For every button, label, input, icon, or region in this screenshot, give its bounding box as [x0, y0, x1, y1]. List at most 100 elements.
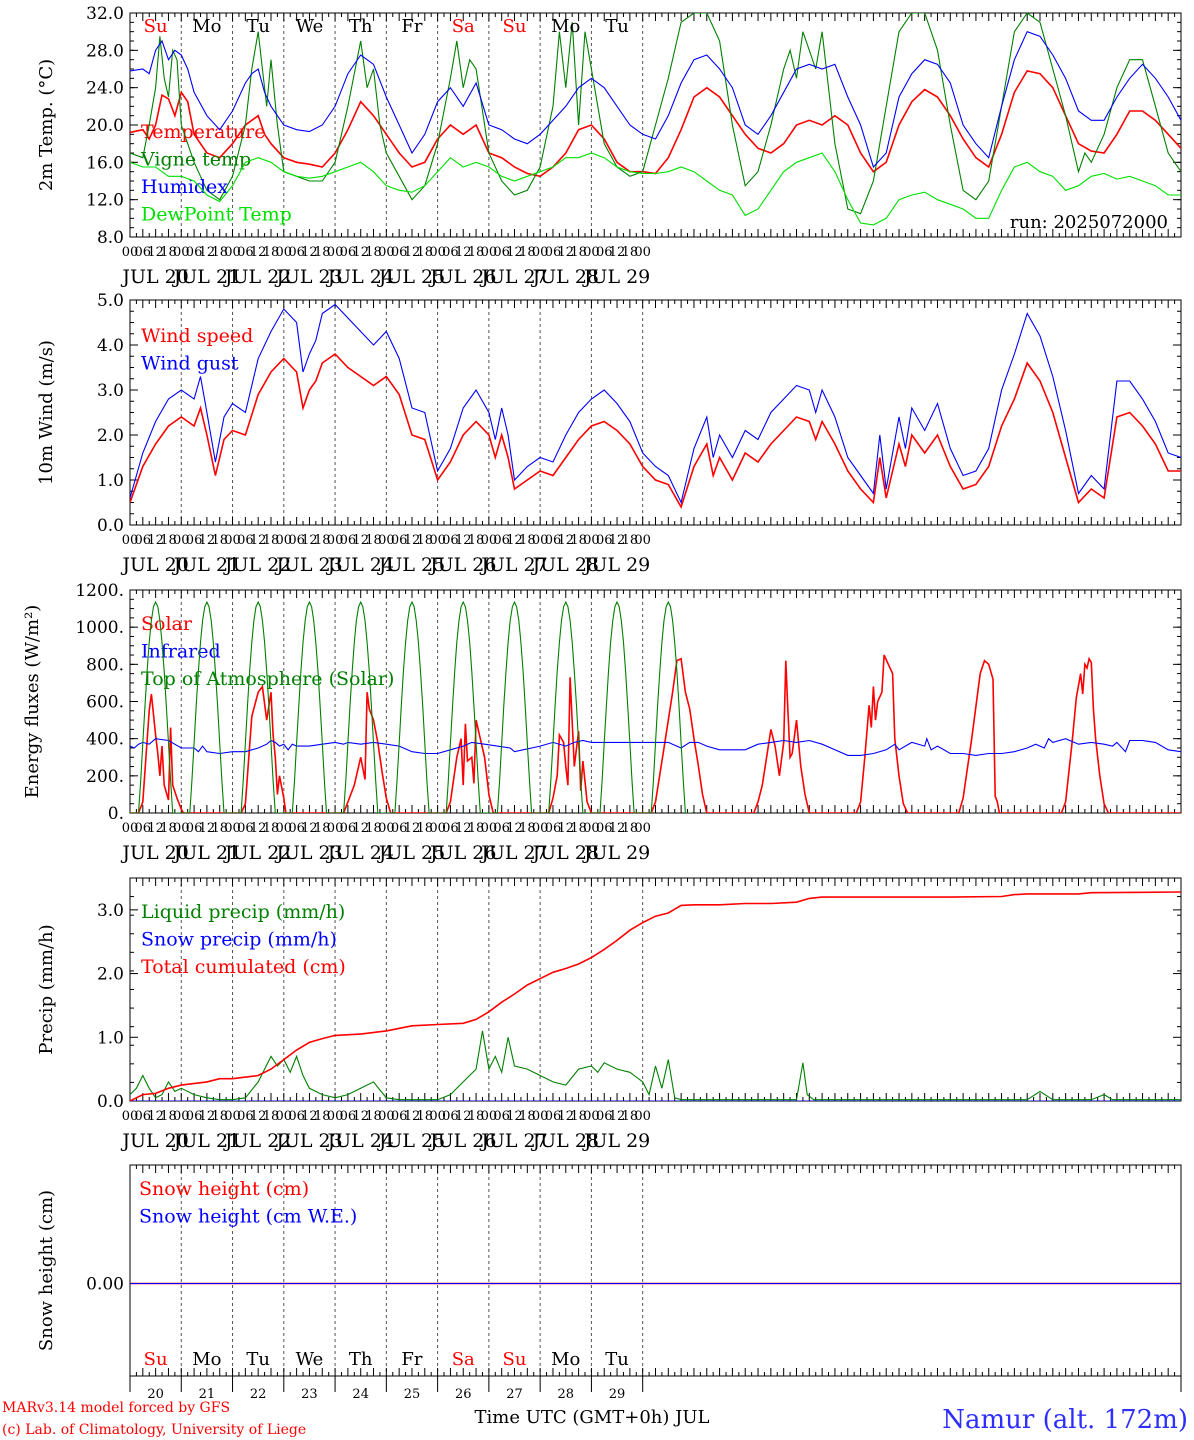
day-number: 22	[250, 1387, 267, 1402]
hour-tick-label: 12	[147, 245, 164, 260]
y-tick-label: 3.0	[97, 901, 124, 921]
hour-tick-label: 18	[314, 245, 331, 260]
hour-tick-label: 12	[404, 245, 421, 260]
hour-tick-label: 12	[506, 821, 523, 836]
hour-tick-label: 12	[301, 533, 318, 548]
hour-tick-label: 00	[122, 533, 139, 548]
run-label: run: 2025072000	[1010, 212, 1168, 233]
hour-tick-label: 12	[199, 1109, 216, 1124]
hour-tick-label: 00	[276, 245, 293, 260]
hour-tick-label: 00	[378, 1109, 395, 1124]
hour-tick-label: 06	[340, 533, 357, 548]
hour-tick-label: 18	[314, 533, 331, 548]
weekday-label: Su	[144, 1349, 168, 1370]
hour-tick-label: 00	[634, 245, 651, 260]
y-tick-label: 0.	[108, 804, 124, 824]
date-label: JUL 25	[377, 266, 445, 288]
panel-3: 0. 200. 400. 600. 800. 1000. 1200. Energy fluxe…	[22, 581, 1182, 864]
date-label: JUL 21	[172, 1130, 240, 1152]
hour-tick-label: 06	[493, 821, 510, 836]
hour-tick-label: 00	[583, 245, 600, 260]
hour-tick-label: 12	[147, 821, 164, 836]
date-label: JUL 20	[120, 266, 188, 288]
hour-tick-label: 12	[506, 245, 523, 260]
hour-tick-label: 18	[417, 1109, 434, 1124]
weekday-label: Mo	[192, 16, 221, 37]
hour-tick-label: 06	[545, 821, 562, 836]
hour-tick-label: 00	[429, 245, 446, 260]
hour-tick-label: 18	[570, 1109, 587, 1124]
hour-tick-label: 18	[570, 245, 587, 260]
hour-tick-label: 12	[250, 245, 267, 260]
hour-tick-label: 06	[186, 821, 203, 836]
hour-tick-label: 06	[391, 1109, 408, 1124]
hour-tick-label: 12	[301, 245, 318, 260]
hour-tick-label: 00	[481, 245, 498, 260]
date-label: JUL 21	[172, 554, 240, 576]
y-tick-label: 32.0	[86, 4, 124, 24]
date-label: JUL 24	[325, 554, 393, 576]
y-tick-label: 400.	[86, 730, 124, 750]
hour-tick-label: 00	[122, 245, 139, 260]
series-liquid-precip-mm-h-	[130, 1030, 1181, 1101]
hour-tick-label: 06	[442, 533, 459, 548]
legend-entry: Snow height (cm)	[139, 1178, 309, 1200]
hour-tick-label: 00	[532, 821, 549, 836]
hour-tick-label: 18	[365, 821, 382, 836]
hour-tick-label: 18	[365, 245, 382, 260]
hour-tick-label: 12	[301, 1109, 318, 1124]
series-vigne-temp	[130, 13, 1181, 215]
hour-tick-label: 18	[468, 533, 485, 548]
legend-entry: Temperature	[141, 121, 265, 143]
hour-tick-label: 12	[609, 533, 626, 548]
hour-tick-label: 12	[352, 533, 369, 548]
hour-tick-label: 12	[455, 1109, 472, 1124]
hour-tick-label: 12	[352, 821, 369, 836]
hour-tick-label: 06	[186, 245, 203, 260]
hour-tick-label: 12	[147, 533, 164, 548]
hour-tick-label: 12	[558, 821, 575, 836]
hour-tick-label: 06	[288, 533, 305, 548]
hour-tick-label: 12	[455, 821, 472, 836]
hour-tick-label: 18	[211, 1109, 228, 1124]
legend-entry: Snow precip (mm/h)	[141, 929, 337, 951]
date-label: JUL 25	[377, 554, 445, 576]
hour-tick-label: 18	[314, 1109, 331, 1124]
hour-tick-label: 06	[186, 533, 203, 548]
hour-tick-label: 18	[468, 821, 485, 836]
y-axis-title: Snow height (cm)	[36, 1190, 57, 1351]
weekday-label: Sa	[452, 16, 475, 37]
hour-tick-label: 12	[404, 533, 421, 548]
legend-entry: Snow height (cm W.E.)	[139, 1206, 357, 1228]
date-label: JUL 22	[223, 1130, 291, 1152]
date-label: JUL 21	[172, 842, 240, 864]
hour-tick-label: 12	[455, 245, 472, 260]
legend-entry: Wind gust	[141, 353, 239, 375]
hour-tick-label: 00	[122, 1109, 139, 1124]
y-tick-label: 16.0	[86, 153, 124, 173]
hour-tick-label: 00	[481, 533, 498, 548]
date-label: JUL 20	[120, 1130, 188, 1152]
legend-entry: Wind speed	[141, 325, 253, 347]
y-axis-title: 10m Wind (m/s)	[36, 340, 57, 485]
credit-line-1: MARv3.14 model forced by GFS	[2, 1400, 230, 1416]
y-tick-label: 2.0	[97, 426, 124, 446]
hour-tick-label: 12	[199, 245, 216, 260]
y-tick-label: 8.0	[97, 228, 124, 248]
y-tick-label: 1.0	[97, 471, 124, 491]
hour-tick-label: 06	[288, 1109, 305, 1124]
hour-tick-label: 00	[224, 533, 241, 548]
hour-tick-label: 00	[224, 821, 241, 836]
panels-group: 8.0 12.0 16.0 20.0 24.0 28.0 32.0 2m Temp. (°C)…	[22, 4, 1182, 1402]
weekday-label: We	[296, 1349, 324, 1370]
series-wind-gust	[130, 303, 1181, 505]
weekday-label: We	[296, 16, 324, 37]
date-label: JUL 22	[223, 842, 291, 864]
hour-tick-label: 06	[596, 533, 613, 548]
hour-tick-label: 12	[609, 821, 626, 836]
hour-tick-label: 00	[173, 1109, 190, 1124]
hour-tick-label: 18	[468, 1109, 485, 1124]
date-label: JUL 20	[120, 842, 188, 864]
hour-tick-label: 00	[224, 1109, 241, 1124]
